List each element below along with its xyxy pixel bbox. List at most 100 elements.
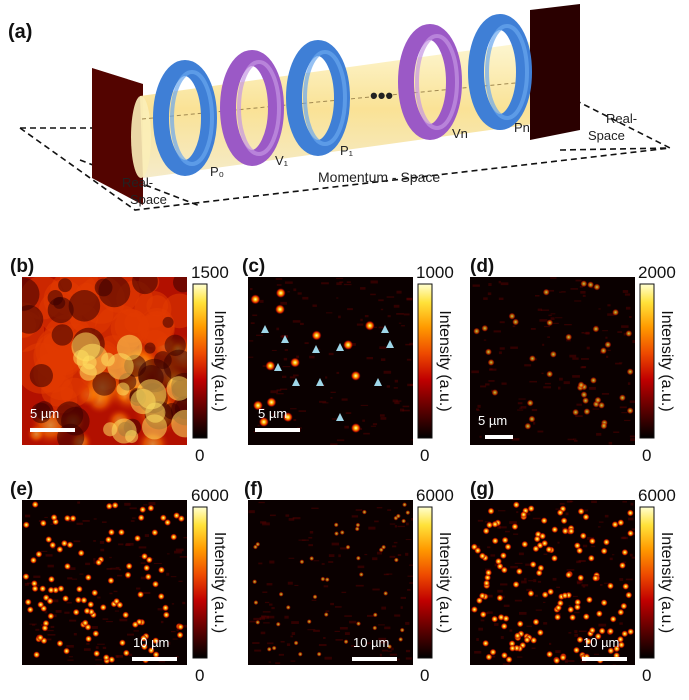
noise — [113, 590, 118, 593]
bright-spot — [39, 585, 47, 593]
bright-spot — [147, 646, 155, 654]
noise — [576, 560, 581, 564]
noise — [394, 401, 400, 405]
bright-spot — [527, 505, 535, 513]
colorbar — [417, 506, 433, 659]
noise — [93, 558, 96, 561]
bright-spot — [541, 591, 549, 599]
noise — [396, 312, 404, 315]
noise — [409, 582, 413, 584]
bright-spot — [372, 625, 378, 631]
noise — [360, 404, 369, 406]
noise — [485, 383, 490, 386]
noise — [99, 541, 105, 544]
noise — [338, 315, 341, 319]
bright-spot — [37, 601, 45, 609]
marker-triangle — [386, 340, 394, 348]
left-screen — [92, 68, 143, 205]
noise — [532, 517, 541, 520]
noise — [264, 601, 270, 604]
noise — [546, 289, 555, 292]
noise — [512, 325, 516, 328]
bright-spot — [271, 645, 277, 651]
noise — [364, 553, 368, 556]
noise — [489, 368, 497, 371]
noise — [325, 610, 330, 612]
bright-spot — [540, 517, 548, 525]
noise — [480, 619, 485, 622]
marker-triangle — [336, 343, 344, 351]
scale-bar — [485, 435, 513, 439]
noise — [280, 640, 285, 643]
marker-triangle — [316, 378, 324, 386]
bright-spot — [111, 501, 119, 509]
noise — [622, 290, 629, 293]
bright-spot — [553, 657, 561, 665]
label-vn: Vn — [452, 126, 468, 141]
noise — [568, 605, 571, 607]
noise — [140, 562, 146, 564]
bright-spot — [617, 608, 625, 616]
noise — [260, 407, 265, 410]
bright-spot — [50, 513, 58, 521]
noise — [68, 656, 73, 658]
noise — [576, 403, 583, 406]
noise — [537, 308, 543, 311]
noise — [550, 313, 556, 315]
noise — [582, 585, 586, 588]
noise — [548, 314, 552, 317]
noise — [510, 565, 518, 569]
noise — [631, 556, 635, 559]
noise — [355, 584, 364, 587]
noise — [623, 332, 626, 336]
noise — [285, 514, 290, 517]
colorbar-title: Intensity (a.u.) — [436, 310, 453, 411]
noise — [400, 408, 405, 412]
noise — [389, 523, 396, 525]
bright-spot — [265, 360, 276, 371]
bright-spot — [536, 629, 544, 637]
bright-spot — [24, 598, 32, 606]
noise — [362, 419, 365, 422]
bright-spot — [77, 549, 85, 557]
bright-spot — [549, 350, 557, 358]
bright-spot — [491, 537, 499, 545]
noise — [266, 583, 273, 586]
noise — [569, 354, 577, 358]
bright-spot — [399, 627, 405, 633]
bright-spot — [339, 529, 345, 535]
noise — [365, 642, 372, 645]
bright-spot — [116, 601, 124, 609]
noise — [490, 655, 496, 658]
noise — [126, 542, 134, 546]
noise — [630, 502, 634, 506]
noise — [68, 567, 76, 571]
noise — [106, 568, 112, 570]
noise — [621, 325, 629, 328]
noise — [472, 284, 480, 287]
noise — [275, 662, 281, 665]
marker-triangle — [336, 413, 344, 421]
noise — [170, 576, 177, 578]
colorbar-title: Intensity (a.u.) — [658, 310, 675, 411]
bright-spot — [334, 531, 340, 537]
bright-spot — [141, 552, 149, 560]
bright-spot — [358, 572, 364, 578]
colorbar-max-label: 6000 — [638, 486, 676, 505]
noise — [313, 629, 320, 632]
noise — [488, 380, 495, 382]
colorbar-max-label: 6000 — [191, 486, 229, 505]
noise — [102, 646, 107, 650]
bright-spot — [75, 585, 83, 593]
bright-spot — [482, 527, 490, 535]
noise — [389, 653, 397, 656]
bright-spot — [170, 533, 178, 541]
bright-spot — [576, 547, 584, 555]
bright-spot — [354, 526, 360, 532]
noise — [397, 554, 402, 557]
ring-pn — [468, 14, 532, 130]
bright-spot — [157, 566, 165, 574]
bright-spot — [598, 401, 606, 409]
noise — [499, 526, 507, 529]
noise — [379, 653, 382, 657]
